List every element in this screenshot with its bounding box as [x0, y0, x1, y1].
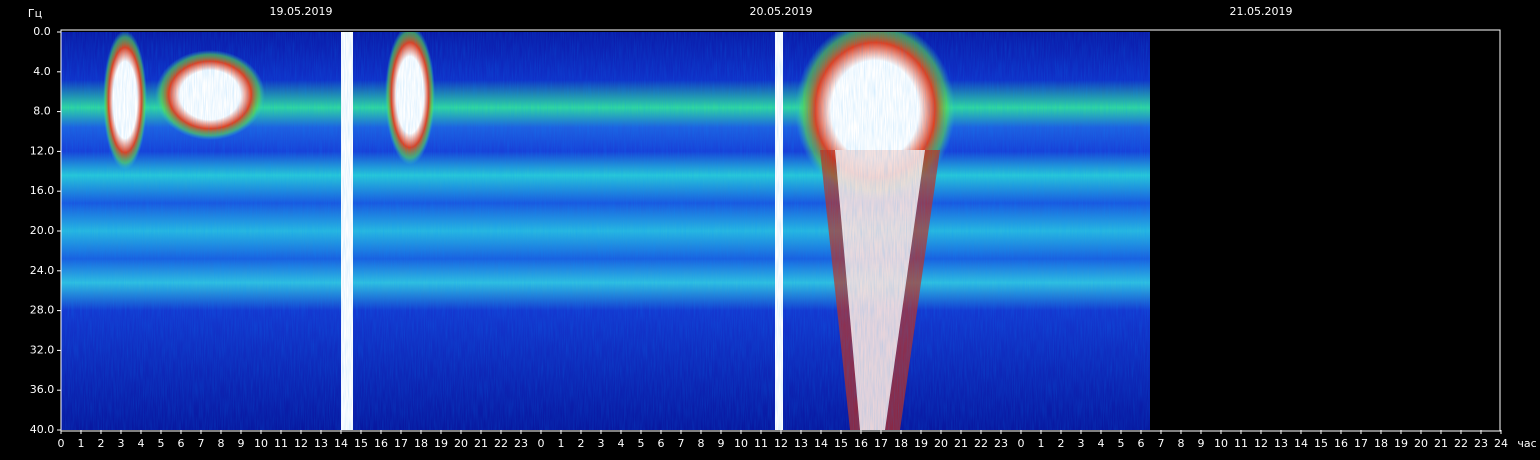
- x-tick-label: 8: [1178, 437, 1185, 450]
- y-tick-label: 8.0: [33, 105, 51, 118]
- x-tick-label: 7: [678, 437, 685, 450]
- y-tick-label: 40.0: [30, 423, 55, 436]
- x-tick-label: 3: [118, 437, 125, 450]
- x-tick-label: 15: [1314, 437, 1328, 450]
- x-tick-label: 11: [1234, 437, 1248, 450]
- x-tick-label: 22: [494, 437, 508, 450]
- x-tick-label: 19: [1394, 437, 1408, 450]
- x-tick-label: 0: [58, 437, 65, 450]
- x-tick-label: 6: [1138, 437, 1145, 450]
- x-tick-label: 2: [98, 437, 105, 450]
- x-tick-label: 4: [618, 437, 625, 450]
- x-tick-label: 24: [1494, 437, 1508, 450]
- x-tick-label: 13: [314, 437, 328, 450]
- x-tick-label: 12: [1254, 437, 1268, 450]
- x-tick-label: 16: [1334, 437, 1348, 450]
- x-tick-label: 7: [1158, 437, 1165, 450]
- y-tick-label: 28.0: [30, 304, 55, 317]
- x-tick-label: 7: [198, 437, 205, 450]
- x-tick-label: 23: [1474, 437, 1488, 450]
- y-tick-label: 0.0: [33, 25, 51, 38]
- x-tick-label: 4: [138, 437, 145, 450]
- x-tick-label: 8: [698, 437, 705, 450]
- x-tick-label: 21: [954, 437, 968, 450]
- x-tick-label: 10: [254, 437, 268, 450]
- x-tick-label: 16: [374, 437, 388, 450]
- x-tick-label: 10: [734, 437, 748, 450]
- y-axis-label: Гц: [28, 7, 42, 20]
- x-tick-label: 9: [1198, 437, 1205, 450]
- x-tick-label: 20: [1414, 437, 1428, 450]
- x-tick-label: 5: [158, 437, 165, 450]
- x-tick-label: 18: [414, 437, 428, 450]
- x-tick-label: 23: [994, 437, 1008, 450]
- x-tick-label: 18: [1374, 437, 1388, 450]
- x-tick-label: 12: [774, 437, 788, 450]
- y-tick-label: 36.0: [30, 383, 55, 396]
- x-tick-label: 19: [914, 437, 928, 450]
- x-tick-label: 20: [934, 437, 948, 450]
- x-tick-label: 1: [1038, 437, 1045, 450]
- x-tick-label: 22: [974, 437, 988, 450]
- x-tick-label: 23: [514, 437, 528, 450]
- spectrogram: [61, 32, 1150, 430]
- x-tick-label: 17: [1354, 437, 1368, 450]
- x-tick-label: 2: [578, 437, 585, 450]
- x-tick-label: 18: [894, 437, 908, 450]
- x-tick-label: 1: [78, 437, 85, 450]
- x-tick-label: 10: [1214, 437, 1228, 450]
- y-tick-label: 12.0: [30, 144, 55, 157]
- x-tick-label: 20: [454, 437, 468, 450]
- x-tick-label: 15: [834, 437, 848, 450]
- x-tick-label: 17: [874, 437, 888, 450]
- x-axis-label: час: [1517, 437, 1536, 450]
- date-label: 20.05.2019: [750, 5, 813, 18]
- y-tick-label: 4.0: [33, 65, 51, 78]
- x-tick-label: 13: [794, 437, 808, 450]
- x-tick-label: 14: [814, 437, 828, 450]
- x-tick-label: 4: [1098, 437, 1105, 450]
- x-tick-label: 6: [178, 437, 185, 450]
- x-tick-label: 0: [1018, 437, 1025, 450]
- x-tick-label: 14: [334, 437, 348, 450]
- x-tick-label: 15: [354, 437, 368, 450]
- y-tick-label: 20.0: [30, 224, 55, 237]
- y-tick-label: 32.0: [30, 343, 55, 356]
- x-tick-label: 5: [638, 437, 645, 450]
- y-tick-label: 24.0: [30, 264, 55, 277]
- x-tick-label: 3: [598, 437, 605, 450]
- y-tick-label: 16.0: [30, 184, 55, 197]
- date-label: 21.05.2019: [1230, 5, 1293, 18]
- x-tick-label: 21: [474, 437, 488, 450]
- x-tick-label: 19: [434, 437, 448, 450]
- x-tick-label: 9: [238, 437, 245, 450]
- x-tick-label: 11: [754, 437, 768, 450]
- x-tick-label: 12: [294, 437, 308, 450]
- x-tick-label: 5: [1118, 437, 1125, 450]
- x-tick-label: 9: [718, 437, 725, 450]
- x-tick-label: 0: [538, 437, 545, 450]
- x-tick-label: 21: [1434, 437, 1448, 450]
- x-tick-label: 1: [558, 437, 565, 450]
- x-tick-label: 2: [1058, 437, 1065, 450]
- x-tick-label: 17: [394, 437, 408, 450]
- x-tick-label: 16: [854, 437, 868, 450]
- x-tick-label: 3: [1078, 437, 1085, 450]
- x-tick-label: 6: [658, 437, 665, 450]
- x-tick-label: 13: [1274, 437, 1288, 450]
- x-tick-label: 8: [218, 437, 225, 450]
- x-tick-label: 14: [1294, 437, 1308, 450]
- x-tick-label: 22: [1454, 437, 1468, 450]
- date-label: 19.05.2019: [270, 5, 333, 18]
- x-tick-label: 11: [274, 437, 288, 450]
